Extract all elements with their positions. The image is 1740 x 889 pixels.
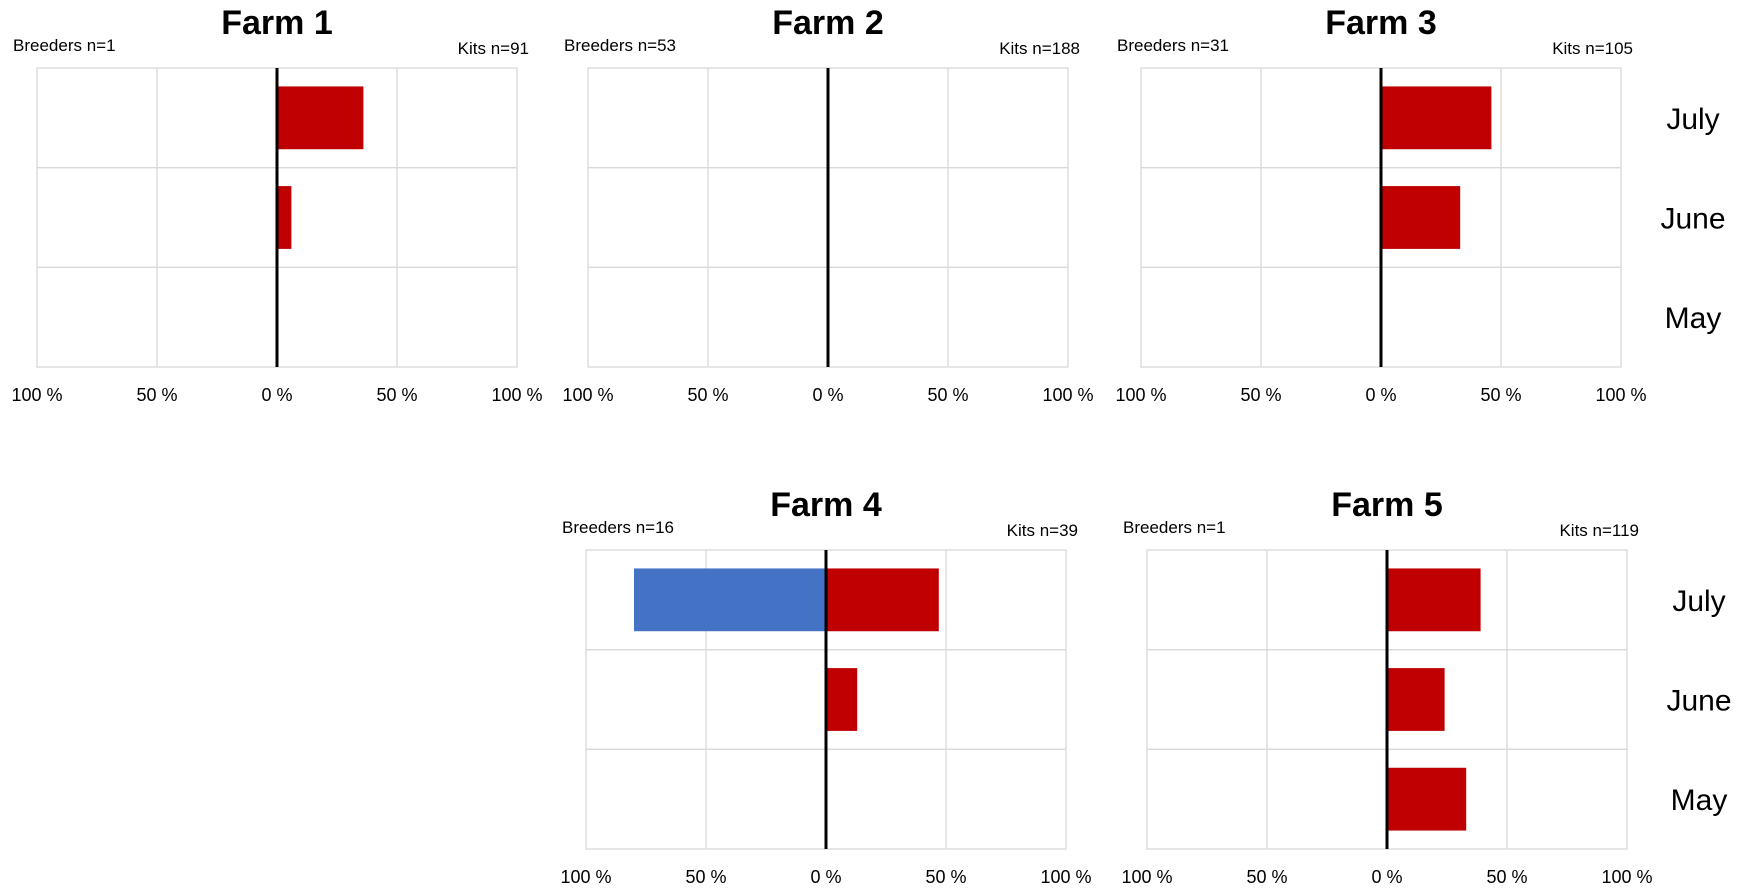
breeders-count-label: Breeders n=53: [564, 36, 676, 55]
x-tick-label: 0 %: [261, 385, 292, 405]
category-label-july: July: [1666, 103, 1719, 136]
kits-bar-july: [1381, 86, 1492, 150]
kits-bar-may: [1387, 767, 1467, 831]
breeders-bar-july: [634, 568, 826, 632]
x-tick-label: 0 %: [1371, 867, 1402, 887]
chart-title: Farm 3: [1325, 4, 1437, 42]
breeders-count-label: Breeders n=1: [1123, 518, 1226, 537]
category-label-june: June: [1666, 685, 1731, 718]
category-label-june: June: [1660, 203, 1725, 236]
x-tick-label: 50 %: [1246, 867, 1287, 887]
kits-bar-july: [1387, 568, 1481, 632]
farm-chart-4: 100 % 50 % 0 % 50 % 100 % Farm 4 Breeders n=16…: [560, 486, 1091, 887]
farm-chart-2: 100 % 50 % 0 % 50 % 100 % Farm 2 Breeders n=53…: [562, 4, 1093, 405]
breeders-count-label: Breeders n=16: [562, 518, 674, 537]
category-label-may: May: [1665, 302, 1722, 335]
x-tick-label: 0 %: [812, 385, 843, 405]
category-label-july: July: [1672, 585, 1725, 618]
x-tick-label: 100 %: [11, 385, 62, 405]
kits-count-label: Kits n=39: [1007, 521, 1078, 540]
x-tick-label: 50 %: [925, 867, 966, 887]
x-tick-label: 100 %: [491, 385, 542, 405]
x-tick-label: 50 %: [1240, 385, 1281, 405]
kits-count-label: Kits n=91: [458, 39, 529, 58]
x-tick-label: 50 %: [927, 385, 968, 405]
x-tick-label: 50 %: [687, 385, 728, 405]
breeders-count-label: Breeders n=31: [1117, 36, 1229, 55]
x-tick-label: 50 %: [136, 385, 177, 405]
kits-count-label: Kits n=105: [1552, 39, 1633, 58]
farm-chart-5: 100 % 50 % 0 % 50 % 100 % Farm 5 Breeders n=1 K…: [1121, 486, 1731, 887]
kits-bar-july: [277, 86, 364, 150]
kits-bar-june: [277, 186, 292, 249]
kits-count-label: Kits n=119: [1559, 521, 1639, 540]
farm-chart-1: 100 % 50 % 0 % 50 % 100 % Farm 1 Breeders n=1 K…: [11, 4, 542, 405]
category-label-may: May: [1671, 784, 1728, 817]
x-tick-label: 100 %: [560, 867, 611, 887]
x-tick-label: 50 %: [1486, 867, 1527, 887]
x-tick-label: 100 %: [1121, 867, 1172, 887]
x-tick-label: 100 %: [1601, 867, 1652, 887]
kits-bar-june: [826, 668, 858, 731]
x-tick-label: 0 %: [810, 867, 841, 887]
kits-bar-june: [1387, 668, 1445, 731]
chart-title: Farm 2: [772, 4, 884, 42]
x-tick-label: 50 %: [376, 385, 417, 405]
x-tick-label: 50 %: [685, 867, 726, 887]
kits-bar-july: [826, 568, 939, 632]
kits-bar-june: [1381, 186, 1461, 249]
x-tick-label: 100 %: [1040, 867, 1091, 887]
x-tick-label: 100 %: [1115, 385, 1166, 405]
x-tick-label: 100 %: [1595, 385, 1646, 405]
x-tick-label: 100 %: [562, 385, 613, 405]
x-tick-label: 100 %: [1042, 385, 1093, 405]
breeders-count-label: Breeders n=1: [13, 36, 116, 55]
chart-title: Farm 1: [221, 4, 333, 42]
chart-title: Farm 5: [1331, 486, 1443, 524]
chart-title: Farm 4: [770, 486, 882, 524]
farm-chart-3: 100 % 50 % 0 % 50 % 100 % Farm 3 Breeders n=31…: [1115, 4, 1725, 405]
x-tick-label: 50 %: [1480, 385, 1521, 405]
x-tick-label: 0 %: [1365, 385, 1396, 405]
kits-count-label: Kits n=188: [999, 39, 1080, 58]
